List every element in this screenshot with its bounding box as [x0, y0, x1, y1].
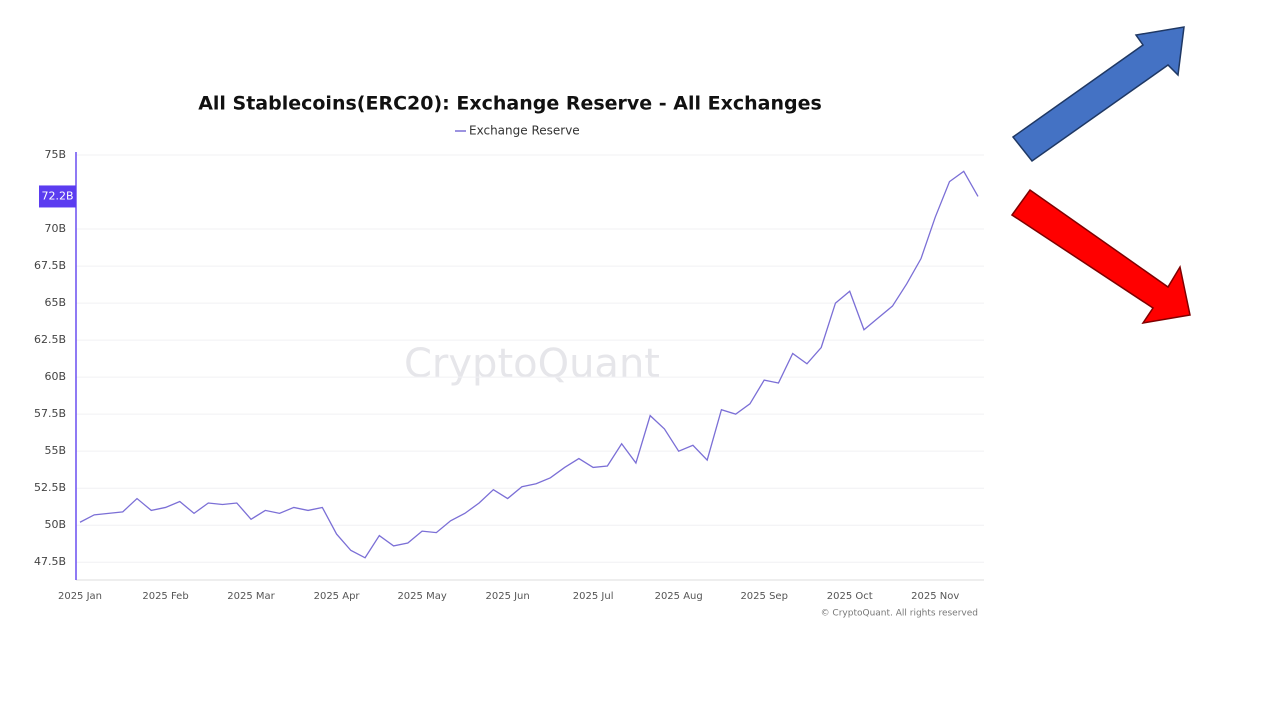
y-tick-label: 55B	[44, 444, 66, 457]
x-tick-label: 2025 May	[397, 591, 446, 602]
credit: © CryptoQuant. All rights reserved	[821, 609, 978, 619]
x-tick-label: 2025 Jun	[485, 591, 529, 602]
y-tick-label: 75B	[44, 148, 66, 161]
y-tick-label: 70B	[44, 222, 66, 235]
y-tick-label: 62.5B	[34, 333, 66, 346]
x-tick-label: 2025 Aug	[655, 591, 703, 602]
x-tick-label: 2025 Nov	[911, 591, 959, 602]
x-tick-label: 2025 Mar	[227, 591, 275, 602]
y-tick-label: 47.5B	[34, 555, 66, 568]
y-tick-label: 50B	[44, 518, 66, 531]
current-value-badge	[39, 185, 76, 208]
y-tick-label: 57.5B	[34, 407, 66, 420]
current-value-label: 72.2B	[41, 189, 73, 202]
chart-title: All Stablecoins(ERC20): Exchange Reserve…	[198, 93, 822, 115]
blue-arrow	[1011, 26, 1185, 163]
series-line	[79, 170, 979, 559]
x-tick-label: 2025 Feb	[142, 591, 188, 602]
y-tick-label: 52.5B	[34, 481, 66, 494]
x-tick-label: 2025 Jan	[58, 591, 102, 602]
x-tick-label: 2025 Apr	[314, 591, 361, 602]
x-tick-label: 2025 Sep	[740, 591, 787, 602]
legend-label: Exchange Reserve	[469, 124, 580, 138]
red-arrow	[1010, 188, 1191, 325]
y-tick-label: 65B	[44, 296, 66, 309]
y-tick-label: 67.5B	[34, 259, 66, 272]
x-tick-label: 2025 Jul	[573, 591, 614, 602]
watermark: CryptoQuant	[404, 341, 660, 387]
y-tick-label: 60B	[44, 370, 66, 383]
x-tick-label: 2025 Oct	[827, 591, 873, 602]
